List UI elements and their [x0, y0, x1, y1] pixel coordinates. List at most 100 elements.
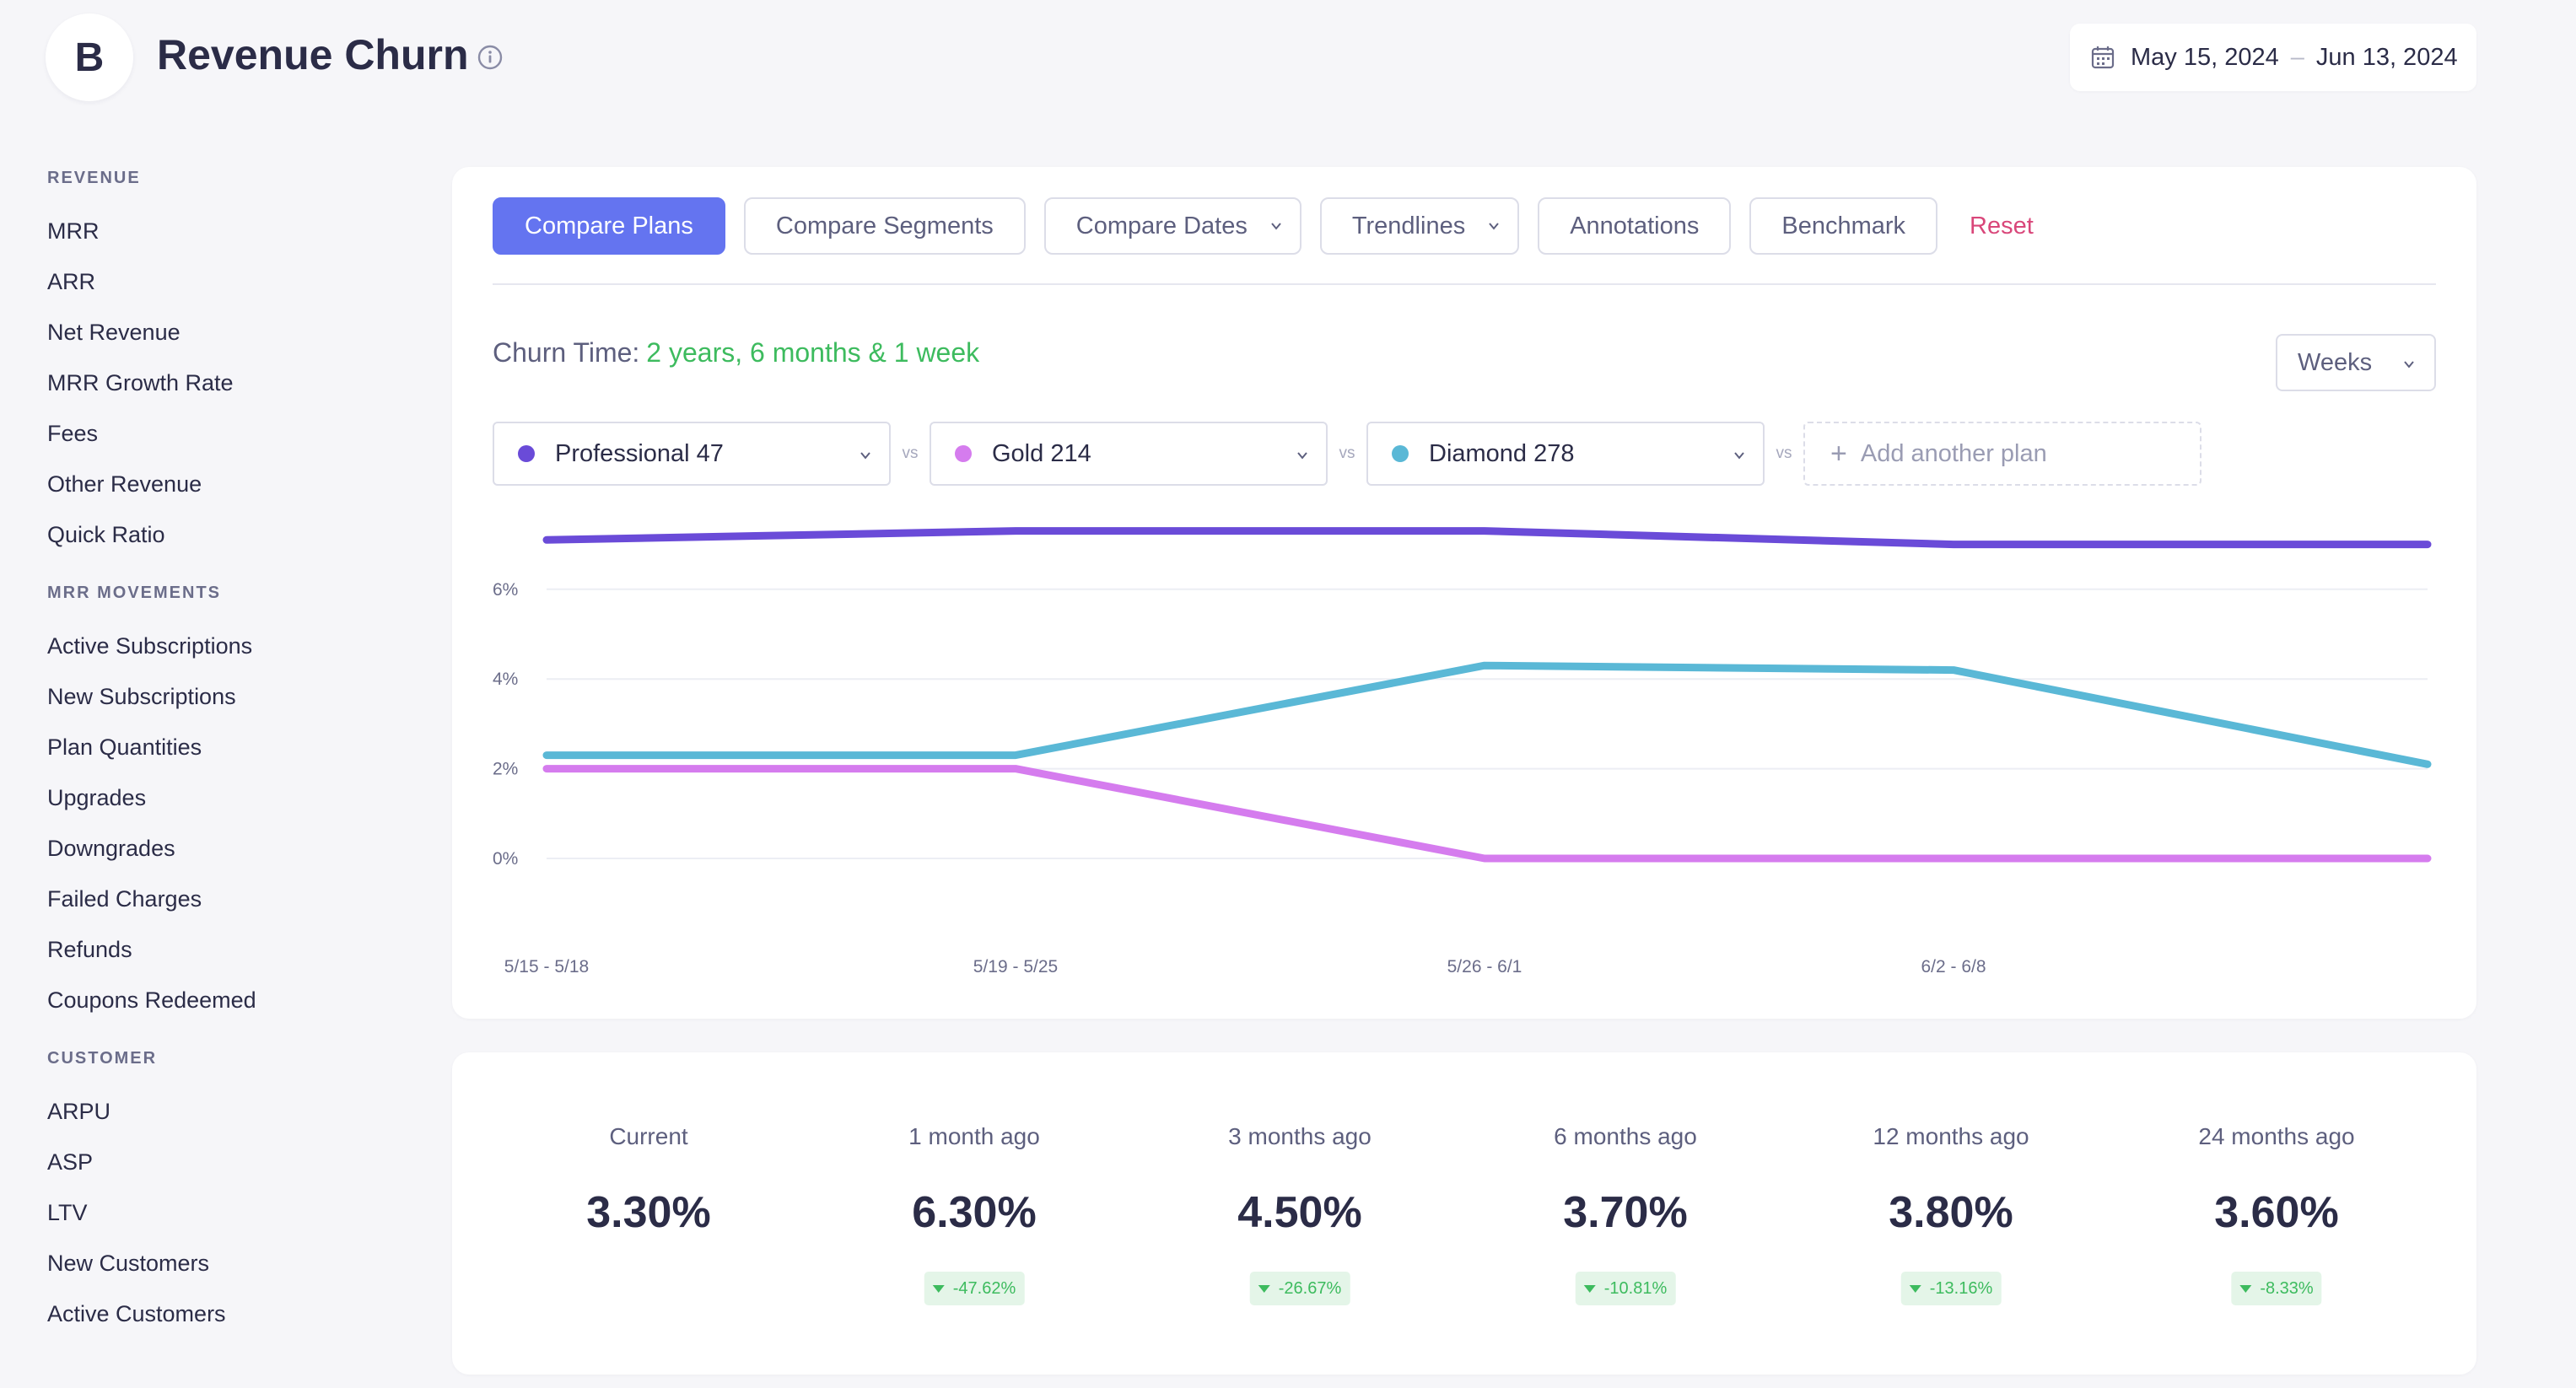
- change-badge: -13.16%: [1900, 1272, 2002, 1305]
- interval-selected: Weeks: [2298, 348, 2373, 376]
- series-line: [542, 765, 2432, 863]
- sidebar-section: REVENUE MRR ARR Net Revenue MRR Growth Rate F…: [47, 165, 418, 560]
- y-tick-label: 4%: [493, 670, 518, 689]
- stat-column: 6 months ago 3.70% -10.81%: [1463, 1052, 1788, 1375]
- interval-select[interactable]: Weeks: [2276, 334, 2436, 391]
- plan-select[interactable]: Diamond 278: [1366, 422, 1765, 486]
- reset-link[interactable]: Reset: [1970, 212, 2034, 239]
- chevron-down-icon: [860, 452, 870, 460]
- sidebar-item[interactable]: Quick Ratio: [47, 522, 165, 547]
- plan-selector-row: Professional 47 vs Gold 214 vs Diamond 278 vs…: [493, 422, 2201, 486]
- sidebar-heading: REVENUE: [47, 169, 141, 187]
- sidebar-item[interactable]: ARPU: [47, 1099, 111, 1124]
- sidebar-item[interactable]: Other Revenue: [47, 471, 202, 497]
- sidebar-item[interactable]: ASP: [47, 1149, 94, 1175]
- plan-select[interactable]: Gold 214: [930, 422, 1328, 486]
- sidebar-item[interactable]: Fees: [47, 421, 99, 446]
- series-line: [542, 527, 2432, 549]
- stat-label: 1 month ago: [908, 1123, 1040, 1149]
- compare-segments-button[interactable]: Compare Segments: [743, 197, 1026, 255]
- stat-label: 24 months ago: [2198, 1123, 2355, 1149]
- change-badge: -47.62%: [924, 1272, 1025, 1305]
- chevron-down-icon: [1734, 452, 1744, 460]
- sidebar-item[interactable]: Plan Quantities: [47, 734, 202, 760]
- sidebar-item[interactable]: Coupons Redeemed: [47, 987, 256, 1013]
- vs-label: vs: [1776, 444, 1792, 462]
- stat-value: 3.70%: [1563, 1188, 1688, 1237]
- vs-label: vs: [902, 444, 919, 462]
- sidebar-item[interactable]: New Subscriptions: [47, 684, 236, 709]
- plan-color-dot: [518, 445, 535, 462]
- sidebar-item[interactable]: Refunds: [47, 937, 132, 962]
- date-end: Jun 13, 2024: [2315, 43, 2458, 71]
- date-range-picker[interactable]: May 15, 2024 – Jun 13, 2024: [2070, 24, 2476, 91]
- chevron-down-icon: [1489, 223, 1499, 230]
- sidebar-item[interactable]: MRR: [47, 218, 100, 244]
- stat-column: Current 3.30%: [486, 1052, 811, 1375]
- sidebar-item[interactable]: ARR: [47, 269, 96, 294]
- stat-label: 12 months ago: [1873, 1123, 2029, 1149]
- sidebar-item[interactable]: Net Revenue: [47, 320, 181, 345]
- stat-value: 4.50%: [1237, 1188, 1362, 1237]
- stat-label: 3 months ago: [1228, 1123, 1372, 1149]
- sidebar-section: MRR MOVEMENTS Active Subscriptions New Sub…: [47, 580, 418, 1025]
- sidebar-item[interactable]: Active Customers: [47, 1301, 226, 1326]
- series-line: [542, 661, 2432, 768]
- stat-label: Current: [609, 1123, 688, 1149]
- add-plan-button[interactable]: + Add another plan: [1803, 422, 2201, 486]
- stat-label: 6 months ago: [1554, 1123, 1697, 1149]
- stat-column: 3 months ago 4.50% -26.67%: [1137, 1052, 1463, 1375]
- change-badge: -26.67%: [1249, 1272, 1350, 1305]
- change-value: -26.67%: [1278, 1278, 1342, 1298]
- date-start: May 15, 2024: [2131, 43, 2279, 71]
- sidebar-heading: CUSTOMER: [47, 1049, 158, 1068]
- plan-name: Diamond 278: [1429, 439, 1575, 467]
- plan-name: Professional 47: [555, 439, 724, 467]
- sidebar-item[interactable]: MRR Growth Rate: [47, 370, 234, 395]
- change-value: -47.62%: [952, 1278, 1016, 1298]
- stat-value: 6.30%: [912, 1188, 1037, 1237]
- y-tick-label: 6%: [493, 580, 518, 600]
- x-tick-label: 5/19 - 5/25: [973, 957, 1058, 976]
- stat-column: 24 months ago 3.60% -8.33%: [2114, 1052, 2439, 1375]
- benchmark-button[interactable]: Benchmark: [1749, 197, 1938, 255]
- change-value: -8.33%: [2260, 1278, 2314, 1298]
- y-tick-label: 2%: [493, 760, 518, 779]
- y-tick-label: 0%: [493, 849, 518, 869]
- compare-dates-button[interactable]: Compare Dates: [1043, 197, 1301, 255]
- date-separator: –: [2290, 43, 2304, 71]
- calendar-icon: [2091, 46, 2115, 69]
- trendlines-button[interactable]: Trendlines: [1319, 197, 1520, 255]
- stat-value: 3.30%: [586, 1188, 711, 1237]
- churn-line-chart: 0% 2% 4% 6% 5/15 - 5/18 5/19 - 5/25 5/26 - 6/1…: [493, 527, 2432, 976]
- x-tick-label: 5/15 - 5/18: [504, 957, 589, 976]
- sidebar-item[interactable]: Failed Charges: [47, 886, 202, 912]
- sidebar-item[interactable]: New Customers: [47, 1251, 210, 1276]
- vs-label: vs: [1339, 444, 1355, 462]
- trendlines-label: Trendlines: [1351, 212, 1466, 239]
- change-value: -10.81%: [1603, 1278, 1668, 1298]
- company-logo: B: [46, 13, 133, 101]
- down-arrow-icon: [2239, 1284, 2252, 1293]
- change-badge: -8.33%: [2231, 1272, 2322, 1305]
- chart-card: Compare Plans Compare Segments Compare D…: [452, 167, 2476, 1019]
- logo-letter: B: [74, 35, 105, 80]
- stat-value: 3.60%: [2214, 1188, 2339, 1237]
- sidebar-item[interactable]: Upgrades: [47, 785, 147, 810]
- x-tick-label: 6/2 - 6/8: [1921, 957, 1986, 976]
- sidebar-section: CUSTOMER ARPU ASP LTV New Customers Active Cu…: [47, 1046, 418, 1339]
- annotations-button[interactable]: Annotations: [1538, 197, 1732, 255]
- sidebar-item[interactable]: Active Subscriptions: [47, 633, 253, 659]
- plan-select[interactable]: Professional 47: [493, 422, 891, 486]
- sidebar-item[interactable]: Downgrades: [47, 836, 175, 861]
- stats-card: Current 3.30% 1 month ago 6.30% -47.62% 3 mon…: [452, 1052, 2476, 1375]
- compare-plans-button[interactable]: Compare Plans: [493, 197, 725, 255]
- sidebar-heading: MRR MOVEMENTS: [47, 584, 221, 602]
- down-arrow-icon: [1258, 1284, 1270, 1293]
- down-arrow-icon: [1909, 1284, 1921, 1293]
- chevron-down-icon: [2404, 361, 2414, 369]
- down-arrow-icon: [932, 1284, 945, 1293]
- info-icon[interactable]: [477, 44, 504, 71]
- sidebar-item[interactable]: LTV: [47, 1200, 88, 1225]
- churn-time-label: Churn Time:: [493, 337, 640, 368]
